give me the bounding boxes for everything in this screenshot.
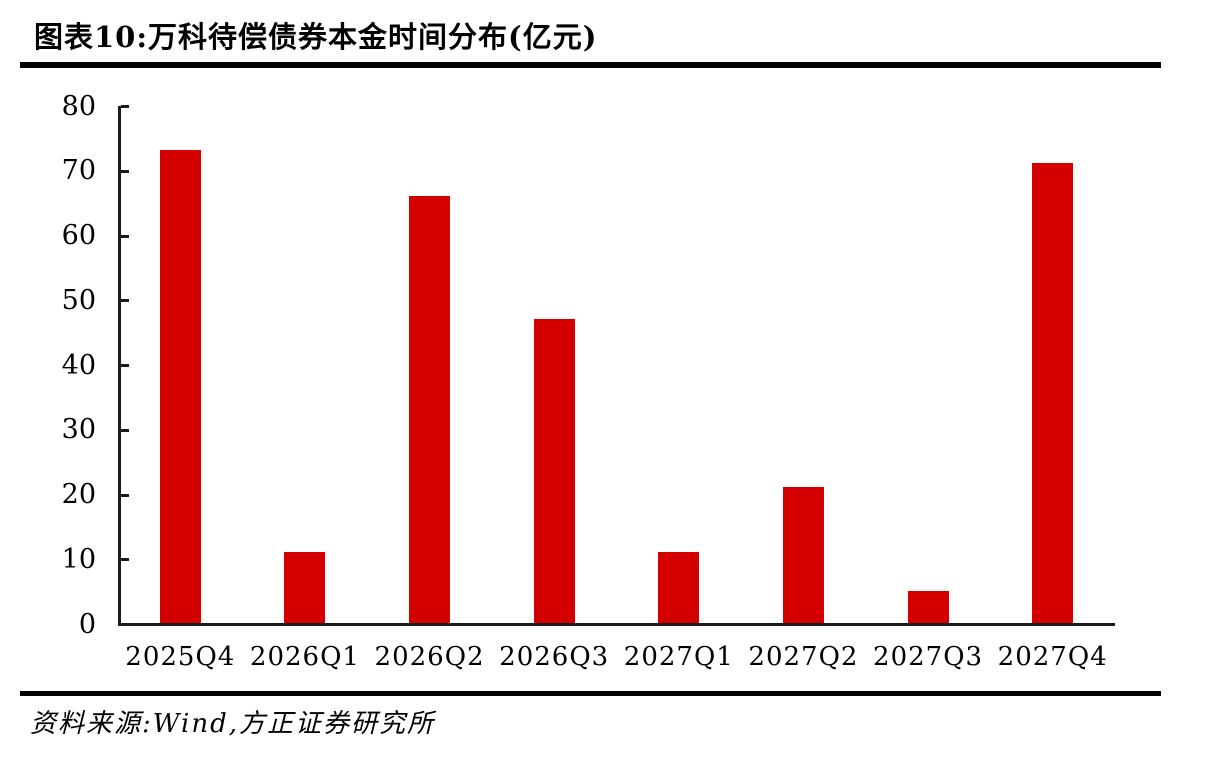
bar-2026Q1	[284, 551, 326, 623]
bar-2027Q3	[907, 590, 949, 623]
y-axis-tick	[121, 493, 129, 497]
y-axis-tick	[121, 169, 129, 173]
bar-2026Q3	[533, 318, 575, 623]
y-axis-tick	[121, 234, 129, 238]
y-axis-tick-label: 60	[61, 220, 96, 251]
bar-2026Q2	[409, 195, 451, 623]
y-axis-tick-label: 30	[61, 414, 96, 446]
y-axis-tick	[121, 105, 129, 108]
y-axis-tick-label: 10	[61, 543, 96, 575]
x-axis-category-label: 2027Q4	[997, 642, 1108, 672]
bar-2027Q4	[1032, 163, 1074, 623]
y-axis-tick	[121, 558, 129, 562]
x-axis-category-label: 2027Q1	[623, 642, 734, 672]
y-axis-tick-label: 0	[78, 608, 96, 640]
x-axis-category-label: 2026Q1	[249, 642, 360, 672]
bar-2025Q4	[159, 150, 201, 623]
source-note: 资料来源:Wind,方正证券研究所	[30, 709, 435, 739]
x-axis-category-label: 2027Q3	[873, 642, 984, 672]
y-axis-tick-label: 20	[61, 479, 96, 510]
y-axis-tick-label: 40	[61, 349, 96, 381]
x-axis-line	[118, 623, 1115, 626]
y-axis-tick-label: 70	[61, 155, 96, 187]
y-axis-tick	[121, 428, 129, 432]
bar-2027Q1	[658, 551, 700, 623]
bar-2027Q2	[782, 487, 824, 623]
bar-chart: 0 10 20 30 40 50 60 70 80 2025Q4 2026Q1 2026Q2 2026Q…	[61, 90, 1115, 672]
x-axis-category-label: 2027Q2	[748, 642, 859, 672]
y-axis-tick-label: 50	[61, 284, 96, 316]
y-axis-line	[118, 106, 121, 626]
y-axis-tick-label: 80	[61, 90, 96, 122]
title-divider	[20, 62, 1161, 68]
x-axis-category-label: 2026Q3	[499, 642, 610, 672]
y-axis-tick	[121, 364, 129, 367]
figure-title: 图表10:万科待偿债券本金时间分布(亿元)	[34, 20, 598, 54]
x-axis-category-label: 2026Q2	[374, 642, 485, 672]
footer-divider	[20, 691, 1161, 696]
y-axis-tick	[121, 299, 129, 303]
x-axis-category-label: 2025Q4	[125, 642, 236, 672]
